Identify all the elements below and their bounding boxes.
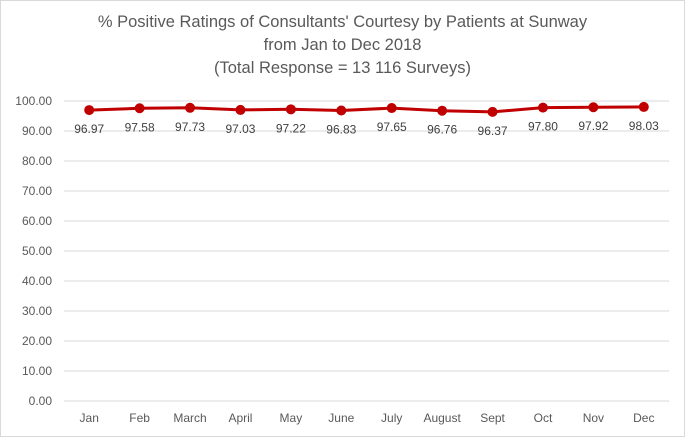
chart-title-line-3: (Total Response = 13 116 Surveys) — [214, 59, 471, 77]
data-point — [285, 104, 296, 115]
data-point — [134, 103, 145, 114]
data-point — [437, 105, 448, 116]
chart-title: % Positive Ratings of Consultants' Court… — [1, 11, 684, 80]
x-tick-label: August — [423, 411, 461, 425]
y-tick-label: 60.00 — [22, 214, 52, 228]
data-point — [336, 105, 347, 116]
x-tick-label: May — [280, 411, 303, 425]
data-point — [487, 106, 498, 117]
data-point — [84, 105, 95, 116]
data-label: 96.97 — [74, 122, 104, 136]
x-tick-label: July — [381, 411, 402, 425]
data-point — [638, 101, 649, 112]
data-label: 97.73 — [175, 120, 205, 134]
x-tick-label: Oct — [534, 411, 553, 425]
y-tick-label: 40.00 — [22, 274, 52, 288]
data-point — [537, 102, 548, 113]
x-tick-label: Sept — [480, 411, 505, 425]
data-label: 97.92 — [578, 119, 608, 133]
y-tick-label: 0.00 — [29, 394, 53, 408]
y-tick-label: 10.00 — [22, 364, 52, 378]
x-tick-label: Dec — [633, 411, 654, 425]
series-line — [89, 105, 644, 114]
data-label: 97.22 — [276, 121, 306, 135]
data-point — [235, 104, 246, 115]
x-tick-label: March — [173, 411, 206, 425]
data-label: 98.03 — [629, 119, 659, 133]
x-tick-label: Feb — [129, 411, 150, 425]
data-point — [386, 103, 397, 114]
data-point — [588, 102, 599, 113]
y-tick-label: 100.00 — [15, 94, 52, 108]
data-label: 96.76 — [427, 123, 457, 137]
data-label: 97.03 — [225, 122, 255, 136]
data-label: 97.65 — [377, 120, 407, 134]
y-tick-label: 70.00 — [22, 184, 52, 198]
data-label: 96.37 — [478, 124, 508, 138]
y-tick-label: 30.00 — [22, 304, 52, 318]
data-point — [185, 102, 196, 113]
x-tick-label: April — [228, 411, 252, 425]
data-label: 96.83 — [326, 123, 356, 137]
y-tick-label: 80.00 — [22, 154, 52, 168]
y-tick-label: 50.00 — [22, 244, 52, 258]
y-tick-label: 20.00 — [22, 334, 52, 348]
x-tick-label: Jan — [80, 411, 99, 425]
chart-title-line-1: % Positive Ratings of Consultants' Court… — [97, 13, 588, 31]
data-label: 97.58 — [125, 120, 155, 134]
x-tick-label: Nov — [583, 411, 604, 425]
x-tick-label: June — [328, 411, 354, 425]
data-label: 97.80 — [528, 120, 558, 134]
y-tick-label: 90.00 — [22, 124, 52, 138]
chart-title-line-2: from Jan to Dec 2018 — [263, 36, 422, 54]
